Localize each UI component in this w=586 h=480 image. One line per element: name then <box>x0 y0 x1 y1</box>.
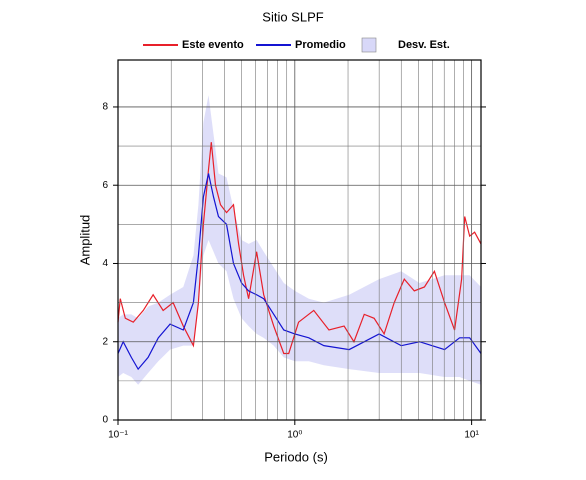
x-tick-label: 10¹ <box>464 430 479 441</box>
y-tick-label: 6 <box>102 180 108 191</box>
chart-title: Sitio SLPF <box>262 9 323 24</box>
y-axis-label: Amplitud <box>77 215 92 266</box>
legend-label: Desv. Est. <box>398 39 450 51</box>
legend-label: Este evento <box>182 39 244 51</box>
grid <box>117 60 481 421</box>
x-tick-label: 10⁻¹ <box>108 430 128 441</box>
y-tick-label: 0 <box>102 415 108 426</box>
x-tick-label: 10⁰ <box>287 430 302 441</box>
plot-frame <box>117 59 482 421</box>
y-tick-label: 4 <box>102 258 108 269</box>
x-axis-label: Periodo (s) <box>264 449 328 464</box>
legend-label: Promedio <box>295 39 346 51</box>
series-line <box>117 142 482 355</box>
y-tick-label: 2 <box>102 336 108 347</box>
y-tick-label: 8 <box>102 102 108 113</box>
legend-swatch <box>361 37 377 53</box>
